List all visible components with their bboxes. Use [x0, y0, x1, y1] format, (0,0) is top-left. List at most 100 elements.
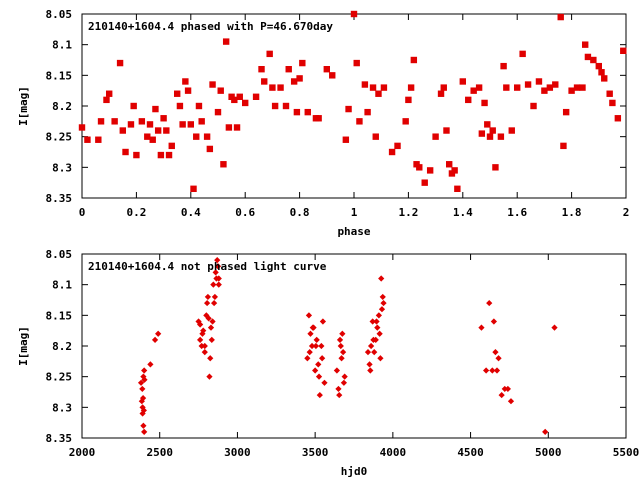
- data-point: [541, 87, 548, 94]
- data-point: [206, 145, 214, 153]
- data-point: [299, 59, 306, 67]
- data-point: [369, 318, 376, 325]
- data-point: [312, 342, 320, 350]
- data-point: [307, 330, 314, 337]
- x-tick-label: 0.6: [235, 206, 255, 219]
- data-point: [323, 66, 330, 73]
- data-point: [606, 90, 613, 97]
- data-point: [557, 13, 564, 21]
- data-point: [233, 124, 241, 131]
- data-point: [211, 299, 218, 307]
- data-point: [206, 373, 213, 380]
- data-point: [451, 167, 458, 174]
- data-point: [78, 124, 86, 131]
- data-point: [614, 115, 622, 122]
- x-ticks: 0 0.2 0.4 0.6 0.8 1 1.2 1.4 1.6 1.8 2: [79, 14, 630, 219]
- data-point: [242, 99, 249, 107]
- chart-title: 210140+1604.4 not phased light curve: [88, 260, 327, 273]
- data-point: [155, 330, 162, 337]
- data-point: [163, 127, 170, 134]
- data-point: [157, 151, 165, 159]
- data-point: [443, 127, 450, 134]
- data-point: [215, 281, 222, 288]
- data-point: [495, 355, 502, 362]
- data-point: [285, 66, 292, 73]
- data-point: [380, 299, 387, 307]
- data-point: [432, 133, 439, 140]
- data-point: [152, 105, 159, 113]
- data-point: [584, 53, 592, 61]
- data-point: [204, 293, 212, 301]
- data-point: [340, 349, 347, 356]
- data-point: [201, 349, 208, 356]
- y-tick-label: 8.35: [46, 432, 73, 445]
- data-point: [313, 336, 320, 343]
- data-point: [339, 330, 346, 337]
- data-point: [361, 81, 369, 88]
- x-tick-label: 3000: [224, 446, 251, 459]
- data-point: [378, 306, 386, 313]
- data-point: [421, 179, 428, 186]
- data-point: [338, 355, 345, 362]
- y-tick-label: 8.25: [46, 371, 73, 384]
- data-point: [378, 275, 385, 282]
- x-ticks: 2000 2500 3000 3500 4000 4500 5000 5500: [69, 254, 640, 459]
- data-point: [84, 136, 91, 143]
- x-tick-label: 0.2: [126, 206, 146, 219]
- data-point: [193, 133, 200, 140]
- data-point: [304, 355, 311, 362]
- x-tick-label: 2: [623, 206, 630, 219]
- x-tick-label: 5000: [535, 446, 562, 459]
- data-point: [207, 324, 215, 331]
- data-point: [179, 121, 186, 128]
- y-tick-label: 8.05: [46, 8, 73, 21]
- data-point: [138, 118, 146, 125]
- x-tick-label: 1.4: [453, 206, 473, 219]
- data-point: [454, 185, 461, 192]
- data-point: [367, 342, 375, 350]
- data-point: [198, 118, 205, 125]
- data-point: [130, 102, 137, 110]
- data-point: [530, 102, 537, 110]
- data-point: [329, 72, 336, 79]
- data-point: [573, 84, 581, 91]
- data-point: [304, 108, 311, 116]
- data-point: [446, 161, 453, 168]
- data-point: [372, 133, 379, 140]
- data-point: [111, 118, 118, 125]
- data-point: [369, 84, 377, 91]
- data-point: [579, 84, 586, 91]
- data-point: [141, 367, 148, 374]
- data-point: [598, 69, 605, 76]
- data-point: [97, 118, 105, 125]
- y-axis-label: I[mag]: [17, 326, 30, 366]
- data-point: [315, 115, 322, 122]
- y-tick-label: 8.15: [46, 69, 73, 82]
- data-point: [333, 367, 341, 374]
- data-point: [490, 318, 497, 325]
- data-point: [364, 349, 372, 356]
- y-tick-label: 8.3: [52, 161, 72, 174]
- x-tick-label: 4500: [457, 446, 484, 459]
- data-point: [375, 312, 382, 319]
- data-point: [165, 151, 173, 159]
- data-point: [481, 99, 488, 107]
- x-tick-label: 2000: [69, 446, 96, 459]
- data-point: [483, 367, 490, 374]
- data-point: [504, 385, 511, 393]
- data-point: [144, 133, 151, 140]
- data-point: [514, 84, 521, 91]
- data-point: [437, 90, 445, 97]
- data-point: [465, 96, 472, 104]
- data-point: [197, 336, 204, 343]
- data-point: [315, 361, 322, 368]
- data-point: [95, 136, 102, 143]
- data-point: [149, 136, 156, 143]
- x-tick-label: 0.8: [290, 206, 310, 219]
- data-point: [498, 391, 505, 399]
- x-tick-label: 5500: [613, 446, 640, 459]
- x-tick-label: 1.6: [507, 206, 527, 219]
- data-point: [336, 336, 344, 343]
- data-point: [122, 148, 129, 156]
